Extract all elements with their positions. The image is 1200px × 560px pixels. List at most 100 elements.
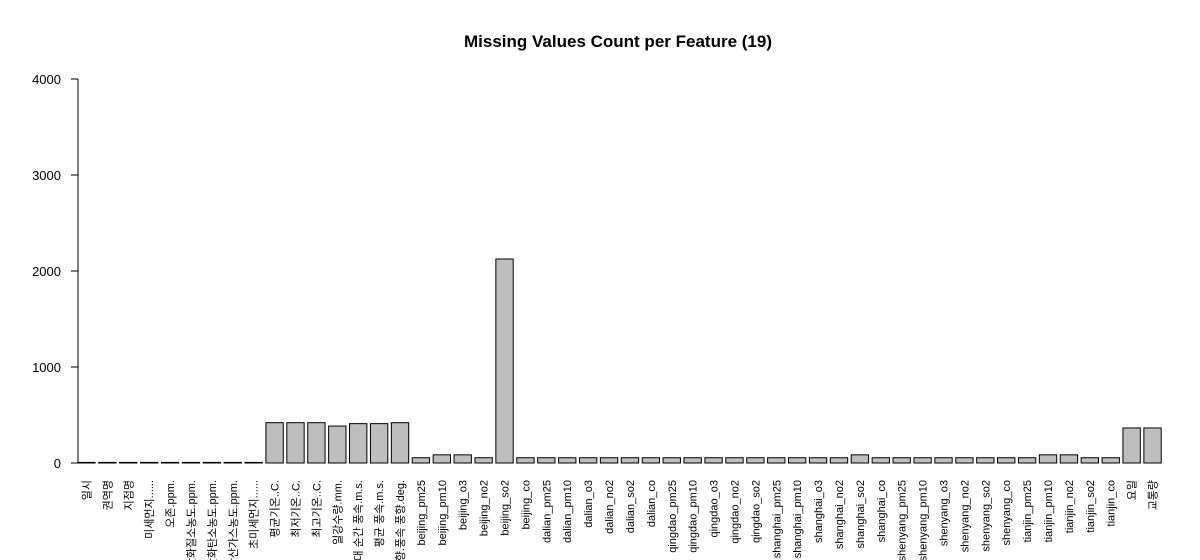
x-tick-label: beijing_pm25: [416, 480, 428, 545]
bar: [432, 454, 451, 464]
x-tick-label: dalian_so2: [625, 480, 637, 533]
x-tick-label: beijing_co: [520, 480, 532, 530]
bar: [202, 461, 222, 464]
bar: [578, 457, 598, 464]
x-tick-label: 지점명: [122, 480, 135, 510]
x-tick-label: 일산화탄소농도.ppm.: [205, 480, 219, 560]
bar: [955, 457, 974, 464]
bar: [829, 457, 849, 464]
x-tick-label: dalian_no2: [604, 480, 616, 534]
x-tick-label: qingdao_pm10: [688, 480, 700, 553]
bar: [1122, 427, 1141, 464]
x-tick-label: dalian_o3: [583, 480, 595, 528]
x-tick-label: 평균 풍속.m.s.: [373, 480, 386, 547]
x-tick-label: shanghai_o3: [813, 480, 825, 543]
x-tick-label: 교통량: [1147, 480, 1160, 510]
x-tick-label: 일시: [79, 480, 93, 500]
x-tick-label: 권역명: [101, 480, 114, 510]
bar: [369, 423, 389, 464]
bar: [223, 461, 242, 464]
bar: [516, 457, 535, 464]
bar: [1080, 457, 1100, 464]
x-tick-label: 최고기온..C.: [310, 480, 323, 538]
x-tick-label: beijing_pm10: [437, 480, 449, 545]
x-tick-label: shanghai_so2: [855, 480, 867, 549]
y-axis: 0 1000 2000 3000 4000: [32, 72, 79, 471]
x-tick-label: shanghai_no2: [834, 480, 846, 549]
bar: [683, 457, 702, 464]
bar: [788, 457, 807, 464]
x-tick-label: 오존.ppm.: [165, 480, 177, 528]
bar: [77, 461, 96, 464]
x-tick-label: shanghai_pm25: [771, 480, 783, 558]
bar: [704, 457, 723, 464]
chart-title: Missing Values Count per Feature (19): [464, 32, 772, 51]
x-tick-label: beijing_o3: [458, 480, 470, 530]
bar: [474, 457, 493, 464]
bar: [349, 423, 368, 464]
y-tick-label: 3000: [32, 168, 61, 183]
y-tick-label: 2000: [32, 264, 61, 279]
bar: [1059, 454, 1079, 464]
bar: [181, 461, 201, 464]
x-tick-label: dalian_pm10: [562, 480, 574, 543]
bar: [139, 461, 159, 464]
bar: [558, 457, 577, 464]
bar: [98, 461, 117, 464]
x-tick-label: qingdao_so2: [750, 480, 762, 543]
x-tick-label: 최저기온..C.: [289, 480, 302, 538]
bar: [934, 457, 953, 464]
x-tick-label: tianjin_co: [1106, 480, 1118, 526]
x-tick-label: 아황산가스농도.ppm.: [227, 480, 240, 560]
bar: [599, 457, 619, 464]
x-tick-label: qingdao_o3: [709, 480, 721, 538]
y-tick-label: 0: [54, 456, 61, 471]
bar: [119, 461, 138, 464]
x-tick-label: tianjin_no2: [1064, 480, 1076, 533]
bar: [328, 425, 347, 464]
x-tick-label: 요일: [1125, 480, 1139, 500]
x-tick-label: dalian_pm25: [541, 480, 553, 543]
bar: [411, 457, 431, 464]
x-tick-label: 일강수량.mm.: [330, 480, 344, 545]
bar: [453, 454, 472, 464]
x-tick-label: qingdao_pm25: [667, 480, 679, 553]
x-tick-label: shenyang_no2: [959, 480, 971, 552]
bar: [641, 457, 661, 464]
bar: [850, 454, 870, 464]
bar: [662, 457, 681, 464]
x-tick-label: tianjin_pm25: [1022, 480, 1034, 542]
x-tick-label: 평균기온..C.: [269, 480, 282, 538]
bar: [1038, 454, 1058, 464]
bar: [620, 457, 640, 464]
x-tick-label: 이산화질소농도.ppm.: [185, 480, 198, 560]
x-tick-labels: 일시 권역명 지점명 미세먼지...... 오존.ppm. 이산화질소농도.ppm. 일산화…: [79, 480, 1159, 560]
bar: [286, 422, 305, 464]
x-tick-label: dalian_co: [646, 480, 658, 527]
bar: [913, 457, 932, 464]
bar: [1017, 457, 1037, 464]
bar: [495, 258, 514, 464]
x-tick-label: tianjin_so2: [1085, 480, 1097, 533]
bar: [307, 422, 326, 464]
x-tick-label: shanghai_pm10: [792, 480, 804, 558]
x-tick-label: 초미세먼지......: [248, 480, 261, 549]
bar: [746, 457, 765, 464]
bar: [1143, 427, 1162, 464]
bar: [1101, 457, 1120, 464]
y-tick-label: 4000: [32, 72, 61, 87]
x-tick-label: shenyang_pm25: [897, 480, 909, 560]
bar: [892, 457, 911, 464]
bar: [160, 461, 180, 464]
bar: [997, 457, 1016, 464]
bar: [976, 457, 995, 464]
x-tick-label: shenyang_o3: [939, 480, 951, 546]
bar: [537, 457, 556, 464]
bars-group: [77, 258, 1162, 464]
x-tick-label: shanghai_co: [876, 480, 888, 542]
bar: [871, 457, 890, 464]
x-tick-label: 최다 풍향.풍속 풍향.deg.: [394, 480, 407, 560]
bar: [390, 422, 410, 464]
